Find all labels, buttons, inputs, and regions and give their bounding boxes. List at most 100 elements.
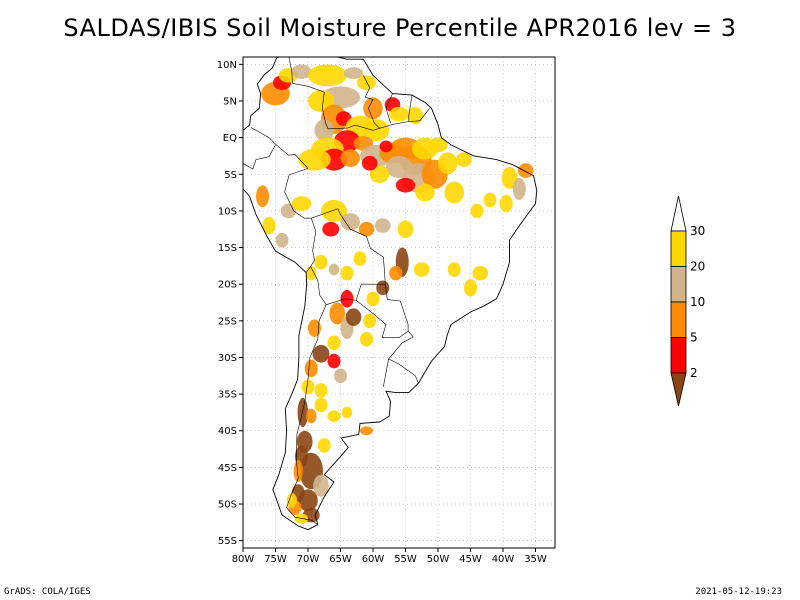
- legend-class-box: [670, 337, 687, 374]
- percentile-patch: [321, 199, 347, 222]
- lon-tick-label: 50W: [427, 554, 450, 565]
- legend-label: 5: [690, 331, 698, 345]
- axis-ticks: 80W 75W 70W 65W 60W 55W 50W 45W 40W 35W 10N 5N EQ 5S 1…: [217, 60, 547, 565]
- map-frame: [242, 56, 556, 549]
- lon-tick-label: 40W: [492, 554, 515, 565]
- lat-tick-label: 35S: [218, 390, 237, 401]
- percentile-patch: [395, 177, 416, 193]
- lon-tick-label: 55W: [394, 554, 417, 565]
- country-border: [284, 168, 312, 219]
- percentile-patch: [447, 262, 461, 277]
- percentile-patch: [334, 368, 347, 384]
- percentile-patch: [308, 319, 321, 337]
- country-border: [408, 95, 413, 122]
- country-border: [286, 304, 327, 525]
- percentile-patch: [379, 140, 393, 153]
- country-border: [288, 57, 329, 129]
- percentile-patch: [286, 493, 297, 508]
- percentile-patch: [363, 313, 377, 329]
- lon-tick-label: 45W: [459, 554, 482, 565]
- percentile-patch: [328, 263, 340, 276]
- percentile-patch: [314, 254, 328, 270]
- percentile-patch: [275, 232, 289, 248]
- percentile-patch: [298, 489, 318, 512]
- percentile-patch: [317, 438, 331, 453]
- percentile-patch: [280, 203, 297, 219]
- lon-tick-label: 35W: [524, 554, 547, 565]
- country-border: [383, 358, 389, 387]
- percentile-patch: [327, 335, 341, 351]
- percentile-patch: [340, 149, 360, 167]
- percentile-patch: [499, 194, 513, 213]
- percentile-patch: [501, 166, 518, 189]
- legend-label: 20: [690, 260, 705, 274]
- country-border: [328, 108, 430, 131]
- percentile-patch: [407, 106, 424, 125]
- legend-label: 30: [690, 224, 705, 238]
- percentile-patch: [376, 280, 390, 296]
- percentile-patch: [329, 302, 346, 325]
- percentile-patch: [464, 279, 477, 297]
- country-border: [311, 208, 386, 285]
- country-border: [385, 93, 393, 124]
- lat-tick-label: 25S: [218, 316, 237, 327]
- percentile-patch: [361, 155, 378, 171]
- percentile-patch: [413, 262, 430, 277]
- percentile-patch: [327, 353, 341, 369]
- grads-credit: GrADS: COLA/IGES: [4, 587, 91, 597]
- boundaries: [243, 57, 538, 531]
- percentile-patch: [444, 181, 464, 204]
- lat-tick-label: 55S: [218, 536, 237, 547]
- percentile-patch: [313, 474, 329, 497]
- percentile-patch: [304, 359, 318, 378]
- percentile-patch: [517, 163, 534, 178]
- lat-tick-label: 50S: [218, 500, 237, 511]
- lat-tick-label: 15S: [218, 243, 237, 254]
- percentile-patch: [314, 383, 328, 398]
- percentile-patch: [363, 97, 383, 120]
- percentile-patch: [340, 265, 354, 281]
- percentile-patch: [291, 64, 312, 79]
- country-border: [243, 144, 276, 170]
- percentile-patch: [415, 183, 435, 202]
- percentile-patch: [353, 251, 367, 266]
- lon-tick-label: 60W: [362, 554, 385, 565]
- percentile-patch: [345, 308, 362, 326]
- percentile-patch: [312, 345, 330, 363]
- percentile-patch: [343, 67, 364, 79]
- percentile-patch: [360, 426, 373, 436]
- percentile-patch: [314, 397, 328, 413]
- percentile-patch: [363, 119, 390, 142]
- percentile-patch: [356, 75, 377, 90]
- percentile-patch: [340, 213, 360, 231]
- percentile-patch: [428, 137, 448, 153]
- country-border: [310, 218, 327, 305]
- lon-tick-label: 75W: [264, 554, 287, 565]
- percentile-patch: [389, 265, 403, 281]
- percentile-patch: [262, 216, 276, 235]
- legend-label: 10: [690, 295, 705, 309]
- percentile-patch: [512, 177, 526, 200]
- percentile-patch: [358, 221, 375, 237]
- lat-tick-label: 20S: [218, 280, 237, 291]
- lat-tick-label: 5S: [224, 170, 237, 181]
- percentile-patch: [366, 291, 380, 307]
- percentile-patch: [301, 379, 315, 395]
- legend-class-box: [670, 301, 687, 338]
- lat-tick-label: EQ: [223, 133, 237, 144]
- percentile-patch: [308, 64, 347, 87]
- percentile-patch: [314, 119, 334, 142]
- lat-tick-label: 40S: [218, 426, 237, 437]
- graticule: [242, 57, 555, 548]
- percentile-field: [256, 64, 534, 524]
- percentile-patch: [291, 196, 312, 211]
- colorbar-legend: 30 20 10 5 2: [670, 195, 705, 407]
- timestamp: 2021-05-12-19:23: [695, 587, 782, 597]
- country-border: [305, 266, 311, 273]
- lat-tick-label: 10N: [217, 60, 237, 71]
- percentile-patch: [369, 165, 390, 184]
- lon-tick-label: 65W: [329, 554, 352, 565]
- percentile-patch: [298, 148, 331, 171]
- percentile-patch: [389, 106, 409, 122]
- lat-tick-label: 45S: [218, 463, 237, 474]
